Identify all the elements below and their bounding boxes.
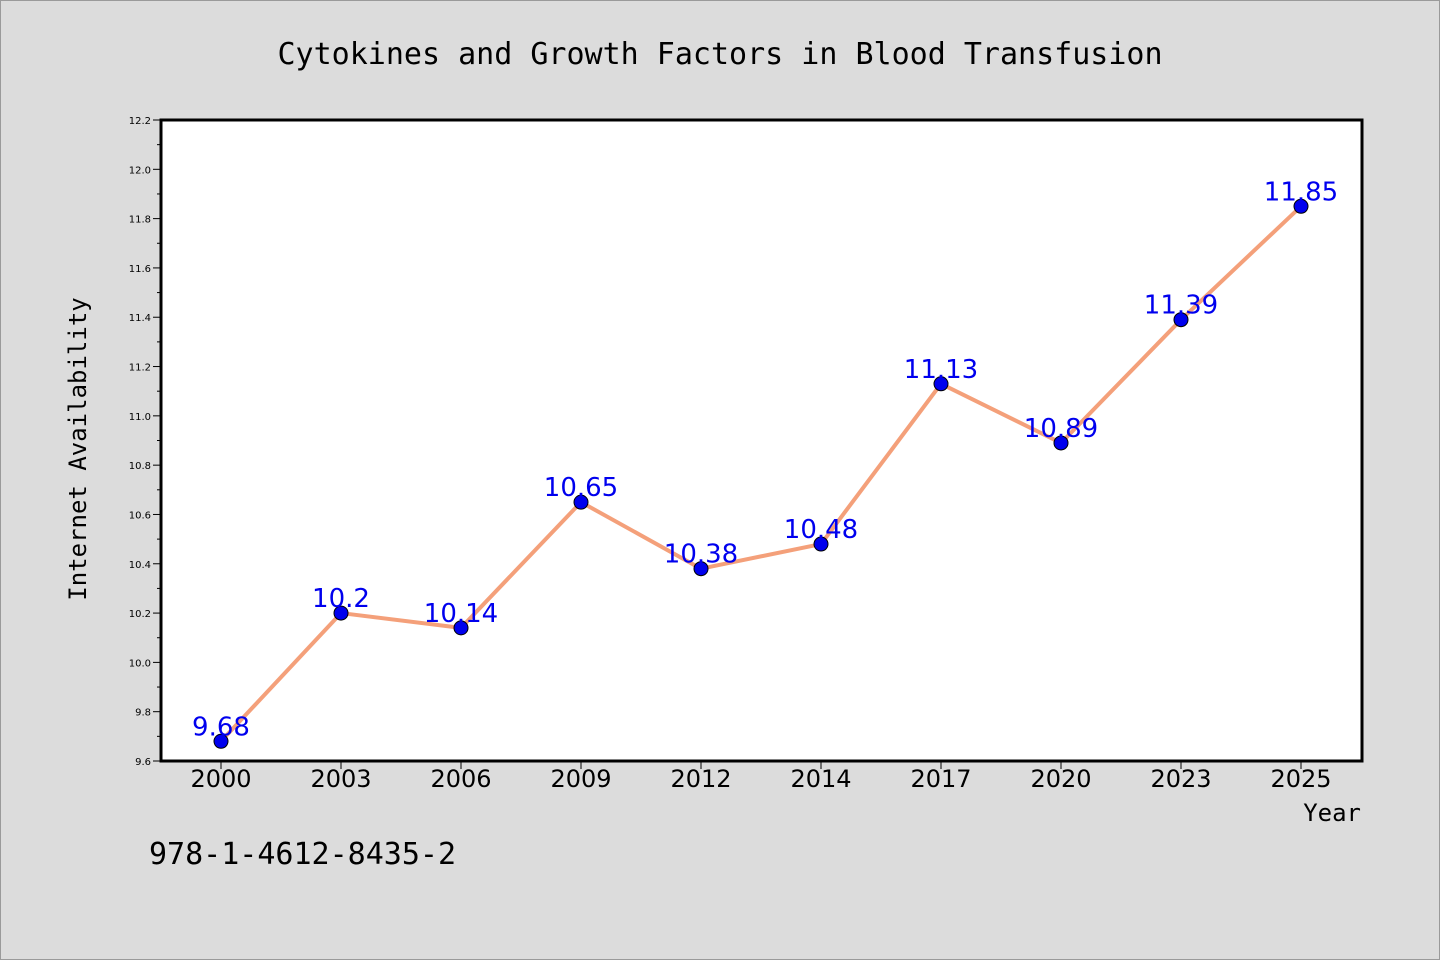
y-tick-label: 10.2 — [129, 609, 151, 620]
y-tick-label: 11.4 — [129, 313, 151, 324]
y-tick-label: 10.6 — [129, 510, 151, 521]
y-tick-label: 11.6 — [129, 264, 151, 275]
y-tick-label: 11.0 — [129, 412, 151, 423]
y-tick-label: 12.0 — [129, 165, 151, 176]
x-tick-label: 2017 — [910, 765, 971, 793]
data-label: 11.39 — [1144, 291, 1218, 321]
y-axis: 9.6 9.8 10.0 10.2 10.4 10.6 10.8 11.0 11.2 11.4 11… — [129, 116, 161, 768]
x-tick-label: 2003 — [310, 765, 371, 793]
y-tick-label: 11.2 — [129, 363, 151, 374]
y-tick-label: 10.0 — [129, 658, 151, 669]
data-point — [573, 494, 589, 510]
x-tick-label: 2000 — [190, 765, 251, 793]
data-point — [1173, 312, 1189, 328]
x-tick-label: 2006 — [430, 765, 491, 793]
x-tick-label: 2025 — [1270, 765, 1331, 793]
data-label-layer: 9.68 10.2 10.14 10.65 10.38 10.48 11.13 10.89 11… — [192, 177, 1338, 742]
x-tick-label: 2012 — [670, 765, 731, 793]
x-tick-label: 2009 — [550, 765, 611, 793]
data-point — [213, 733, 229, 749]
y-tick-label: 11.8 — [129, 215, 151, 226]
data-point — [333, 605, 349, 621]
data-label: 10.48 — [784, 515, 858, 545]
data-point — [453, 620, 469, 636]
y-tick-label: 10.4 — [129, 560, 151, 571]
y-tick-label: 9.8 — [135, 708, 151, 719]
x-tick-label: 2023 — [1150, 765, 1211, 793]
x-axis-label: Year — [1303, 799, 1361, 827]
data-point — [1053, 435, 1069, 451]
data-point — [933, 376, 949, 392]
series-layer — [213, 198, 1309, 749]
data-label: 11.85 — [1264, 177, 1338, 207]
y-tick-label: 9.6 — [135, 757, 151, 768]
x-tick-label: 2020 — [1030, 765, 1091, 793]
isbn-annotation: 978-1-4612-8435-2 — [149, 837, 456, 872]
y-tick-label: 10.8 — [129, 461, 151, 472]
data-label: 10.2 — [312, 584, 370, 614]
data-label: 11.13 — [904, 355, 978, 385]
data-label: 9.68 — [192, 712, 250, 742]
data-point — [813, 536, 829, 552]
y-tick-label: 12.2 — [129, 116, 151, 127]
series-line — [219, 204, 1303, 743]
data-label: 10.65 — [544, 473, 618, 503]
data-point — [1293, 198, 1309, 214]
plot-frame — [159, 118, 1364, 763]
x-axis: 2000 2003 2006 2009 2012 2014 2017 2020 2023 2025 — [190, 761, 1332, 793]
data-label: 10.38 — [664, 540, 738, 570]
x-tick-label: 2014 — [790, 765, 851, 793]
data-point — [693, 561, 709, 577]
y-axis-label: Internet Availability — [64, 297, 92, 600]
data-label: 10.14 — [424, 599, 498, 629]
plot-area — [161, 120, 1362, 761]
chart-title: Cytokines and Growth Factors in Blood Tr… — [277, 37, 1162, 72]
data-label: 10.89 — [1024, 414, 1098, 444]
